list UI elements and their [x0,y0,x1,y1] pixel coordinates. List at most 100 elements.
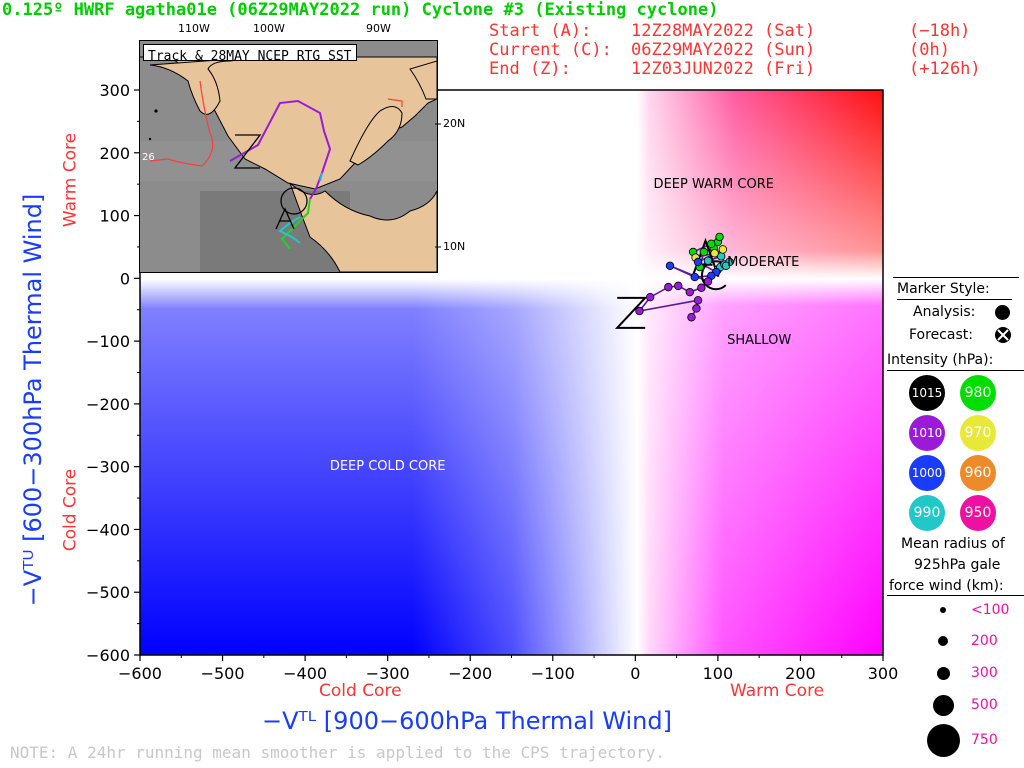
legend-radius-label: 200 [971,633,998,649]
x-tick-label: −400 [283,664,327,683]
legend-radius-title-3: force wind (km): [889,578,1004,594]
end-label: End (Z): [489,59,571,79]
legend-radius-dot [936,666,950,680]
legend-intensity-swatch: 990 [909,495,945,531]
current-label: Current (C): [489,40,612,60]
track-point [718,245,728,254]
track-layer [614,232,734,329]
track-point [645,292,655,302]
end-time: 12Z03JUN2022 (Fri) [631,59,816,79]
y-cold-core-label: Cold Core [60,468,81,552]
y-tick-label: 0 [120,269,130,288]
track-point [635,306,644,316]
legend-radius-label: 750 [971,732,998,748]
legend-radius-dot [938,636,948,646]
legend-analysis-label: Analysis: [913,304,976,320]
legend-panel: Marker Style: Analysis: Forecast: Intens… [887,277,1024,757]
inset-tick-marks [435,123,441,248]
legend-intensity-swatch: 980 [960,375,996,411]
x-tick-label: −200 [448,664,492,683]
y-tick-label: −600 [86,646,130,665]
legend-radius-label: 500 [971,697,998,713]
legend-radius-dot [940,607,946,613]
axis-ticks: −600 −500 −400 −300 −200 −100 0 100 200 300 300 200… [86,81,898,683]
x-tick-label: −300 [366,664,410,683]
legend-radius-dot [932,694,954,716]
y-tick-label: 100 [99,207,130,226]
inset-map: Track & 28MAY NCEP RTG SST 26 [139,40,438,273]
track-point [665,261,675,270]
track-point [697,283,706,292]
track-point [715,232,724,242]
legend-analysis-marker [995,305,1010,320]
inset-map-graphic [140,41,437,272]
y-axis-title: −Vᵀᵁ [600−300hPa Thermal Wind] [19,193,47,607]
track-point [693,296,703,305]
legend-forecast-marker [995,327,1011,343]
track-point [710,249,719,258]
end-offset: (+126h) [909,59,981,79]
y-warm-core-label: Warm Core [60,132,81,228]
inset-lon-90w: 90W [366,22,391,35]
inset-lat-10n: 10N [443,240,466,253]
current-offset: (0h) [909,40,950,60]
region-label: MODERATE [727,254,800,270]
inset-lat-20n: 20N [443,117,466,130]
inset-lon-100w: 100W [253,22,285,35]
track-current-marker-c [700,260,727,291]
inset-title: Track & 28MAY NCEP RTG SST [148,49,352,64]
x-axis-title: −Vᵀᴸ [900−600hPa Thermal Wind] [262,707,672,735]
legend-radius-title-1: Mean radius of [901,536,1005,552]
y-tick-label: 300 [99,81,130,100]
start-offset: (−18h) [909,21,971,41]
legend-radius-label: <100 [971,602,1010,618]
start-label: Start (A): [489,21,592,41]
y-tick-label: 200 [99,144,130,163]
y-tick-label: −200 [86,395,130,414]
track-point [721,261,731,270]
track-end-marker-z [614,296,648,329]
y-tick-label: −400 [86,520,130,539]
x-tick-label: 0 [630,664,640,683]
track-point [692,304,701,313]
footer-note: NOTE: A 24hr running mean smoother is ap… [10,743,666,762]
x-tick-label: −500 [201,664,245,683]
track-point [685,287,695,297]
x-tick-label: −600 [118,664,162,683]
inset-sst-label: 26 [142,152,155,163]
track-point [693,257,703,267]
legend-intensity-swatch: 1015 [909,375,945,411]
current-time: 06Z29MAY2022 (Sun) [631,40,816,60]
x-tick-label: 300 [868,664,899,683]
inset-title-box: Track & 28MAY NCEP RTG SST [143,44,357,64]
track-point [703,256,713,265]
legend-radius-title-2: 925hPa gale [914,557,1001,573]
legend-radius-label: 300 [971,665,998,681]
track-point [703,277,713,286]
x-tick-label: −100 [531,664,575,683]
inset-lon-110w: 110W [178,22,210,35]
legend-intensity-swatch: 1010 [909,415,945,451]
track-point [707,239,716,249]
track-point [690,272,699,282]
legend-intensity-swatch: 1000 [909,455,945,491]
x-warm-core-label: Warm Core [730,681,825,701]
region-label: DEEP COLD CORE [329,458,446,474]
y-tick-label: −300 [86,458,130,477]
legend-marker-style-title: Marker Style: [897,281,990,297]
legend-intensity-title: Intensity (hPa): [887,352,994,368]
figure-title: 0.125º HWRF agatha01e (06Z29MAY2022 run)… [2,0,719,20]
legend-intensity-swatch: 950 [960,495,996,531]
plot-frame [139,89,884,656]
region-label: DEEP WARM CORE [653,177,774,193]
x-cold-core-label: Cold Core [319,681,402,701]
legend-forecast-label: Forecast: [909,327,973,343]
track-point [687,313,696,322]
legend-intensity-swatch: 960 [960,455,996,491]
track-point [699,247,709,257]
legend-radius-dot [926,723,960,757]
track-point [674,281,683,291]
x-tick-label: 200 [785,664,816,683]
y-tick-label: −500 [86,583,130,602]
